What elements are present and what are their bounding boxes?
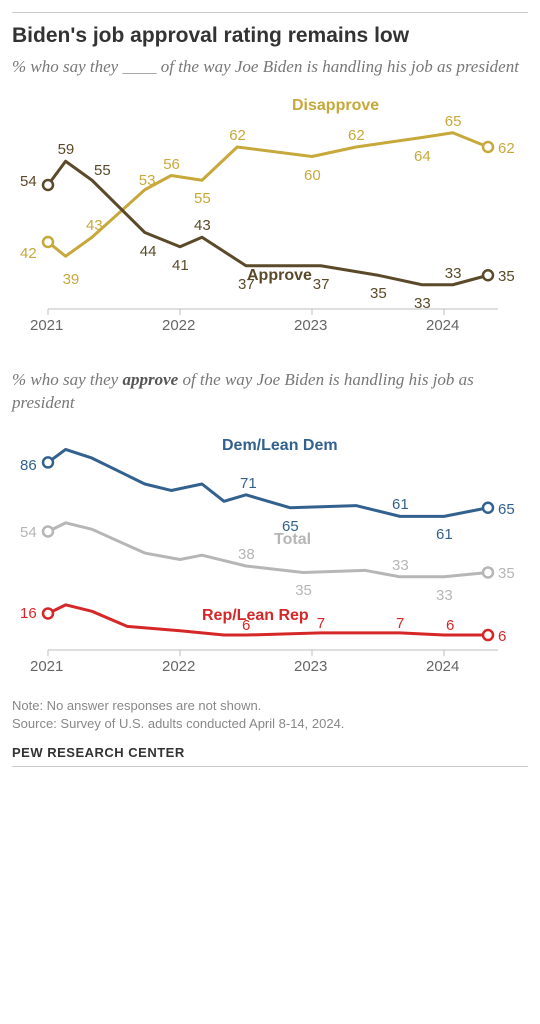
- top-rule: [12, 12, 528, 13]
- data-point-label: 35: [370, 285, 387, 302]
- data-point-label: 33: [392, 557, 409, 574]
- data-point-label: 43: [194, 217, 211, 234]
- data-point-label: 55: [194, 190, 211, 207]
- approval-chart: 2021 2022 2023 2024 42 39 43 53 56 55 62 60 62 64 65 62…: [12, 89, 512, 359]
- chart-title: Biden's job approval rating remains low: [12, 23, 528, 48]
- data-point-label: 44: [140, 243, 157, 260]
- year-label: 2022: [162, 658, 195, 675]
- data-point-label: 54: [20, 173, 37, 190]
- series-label-approve: Approve: [247, 267, 312, 285]
- subtitle-2: % who say they approve of the way Joe Bi…: [12, 369, 528, 415]
- data-point-label: 41: [172, 257, 189, 274]
- data-point-label: 64: [414, 148, 431, 165]
- data-point-label: 61: [392, 496, 409, 513]
- data-point-label: 65: [445, 113, 462, 130]
- data-point-label: 6: [446, 617, 454, 634]
- data-point-label: 35: [295, 582, 312, 599]
- note-text: Note: No answer responses are not shown.…: [12, 697, 528, 733]
- subtitle2-a: % who say they: [12, 370, 122, 389]
- subtitle1-a: % who say they: [12, 57, 122, 76]
- note-line-1: Note: No answer responses are not shown.: [12, 697, 528, 715]
- data-point-label: 54: [20, 524, 37, 541]
- data-point-label: 43: [86, 217, 103, 234]
- year-label: 2022: [162, 317, 195, 334]
- data-point-label: 71: [240, 475, 257, 492]
- data-point-label: 62: [348, 127, 365, 144]
- data-point-label: 33: [414, 295, 431, 312]
- data-point-label: 35: [498, 565, 515, 582]
- series-label-rep: Rep/Lean Rep: [202, 607, 309, 625]
- subtitle1-b: of the way Joe Biden is handling his job…: [156, 57, 518, 76]
- note-line-2: Source: Survey of U.S. adults conducted …: [12, 715, 528, 733]
- data-point-label: 56: [163, 156, 180, 173]
- data-point-label: 33: [445, 265, 462, 282]
- series-label-disapprove: Disapprove: [292, 97, 379, 115]
- data-point-label: 38: [238, 546, 255, 563]
- data-point-label: 35: [498, 268, 515, 285]
- data-point-label: 59: [58, 141, 75, 158]
- year-label: 2023: [294, 658, 327, 675]
- year-label: 2024: [426, 317, 459, 334]
- series-label-dem: Dem/Lean Dem: [222, 437, 338, 455]
- data-point-label: 7: [396, 615, 404, 632]
- subtitle1-blank: ____: [122, 57, 156, 76]
- data-point-label: 61: [436, 526, 453, 543]
- series-label-total: Total: [274, 531, 311, 549]
- subtitle2-bold: approve: [122, 370, 178, 389]
- subtitle-1: % who say they ____ of the way Joe Biden…: [12, 56, 528, 79]
- data-point-label: 6: [498, 628, 506, 645]
- data-point-label: 37: [313, 276, 330, 293]
- data-point-label: 62: [229, 127, 246, 144]
- data-point-label: 55: [94, 162, 111, 179]
- data-point-label: 16: [20, 605, 37, 622]
- data-point-label: 62: [498, 140, 515, 157]
- year-label: 2021: [30, 317, 63, 334]
- source-footer: PEW RESEARCH CENTER: [12, 745, 528, 767]
- data-point-label: 53: [139, 172, 156, 189]
- year-label: 2024: [426, 658, 459, 675]
- data-point-label: 42: [20, 245, 37, 262]
- year-label: 2023: [294, 317, 327, 334]
- data-point-label: 7: [317, 615, 325, 632]
- data-point-label: 60: [304, 167, 321, 184]
- data-point-label: 65: [498, 501, 515, 518]
- party-approval-chart: 2021202220232024867165616165Dem/Lean Dem…: [12, 425, 512, 685]
- data-point-label: 33: [436, 587, 453, 604]
- year-label: 2021: [30, 658, 63, 675]
- data-point-label: 86: [20, 457, 37, 474]
- data-point-label: 39: [63, 271, 80, 288]
